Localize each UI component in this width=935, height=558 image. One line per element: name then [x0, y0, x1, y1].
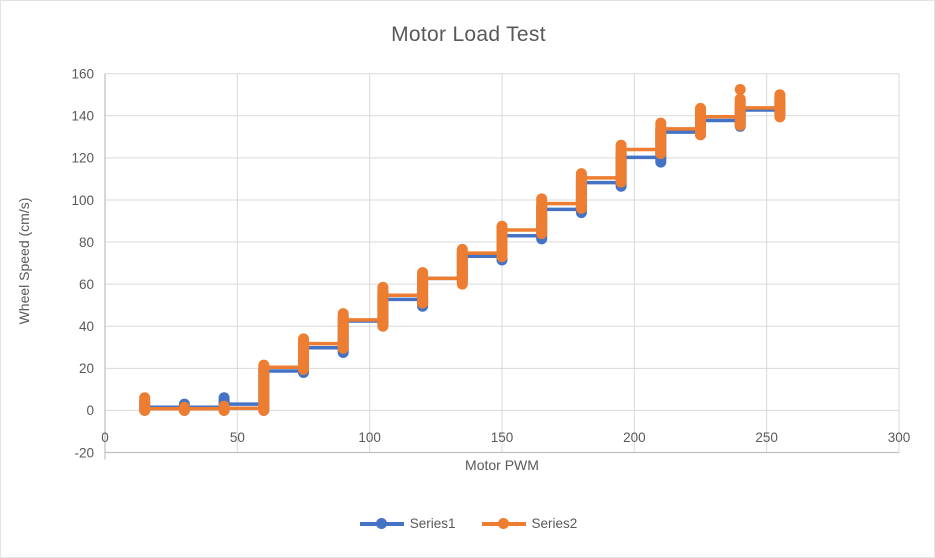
x-axis-title[interactable]: Motor PWM [465, 457, 539, 473]
series1-legend-marker-icon [359, 518, 404, 530]
x-tick-label: 300 [888, 430, 911, 445]
x-tick-label: 100 [358, 430, 381, 445]
y-tick-label: 140 [71, 109, 94, 124]
y-tick-label: -20 [74, 445, 94, 460]
series2-outlier-marker[interactable] [734, 83, 746, 95]
legend-item-series1[interactable]: Series1 [359, 516, 456, 531]
y-tick-label: 80 [79, 235, 94, 250]
x-tick-label: 0 [101, 430, 109, 445]
y-tick-label: 0 [86, 403, 94, 418]
y-tick-label: 100 [71, 193, 94, 208]
x-tick-label: 150 [491, 430, 514, 445]
y-tick-label: 160 [71, 67, 94, 82]
legend-item-series2[interactable]: Series2 [481, 516, 578, 531]
y-axis-title[interactable]: Wheel Speed (cm/s) [16, 197, 32, 325]
y-tick-label: 40 [79, 319, 94, 334]
y-tick-label: 20 [79, 361, 94, 376]
legend: Series1 Series2 [1, 516, 934, 531]
legend-label-series2: Series2 [531, 516, 578, 531]
series2-legend-marker-icon [481, 518, 526, 530]
x-tick-label: 250 [755, 430, 778, 445]
x-tick-label: 50 [230, 430, 245, 445]
y-tick-label: 60 [79, 277, 94, 292]
x-tick-label: 200 [623, 430, 646, 445]
chart-title[interactable]: Motor Load Test [391, 23, 546, 46]
legend-label-series1: Series1 [409, 516, 456, 531]
y-tick-label: 120 [71, 151, 94, 166]
